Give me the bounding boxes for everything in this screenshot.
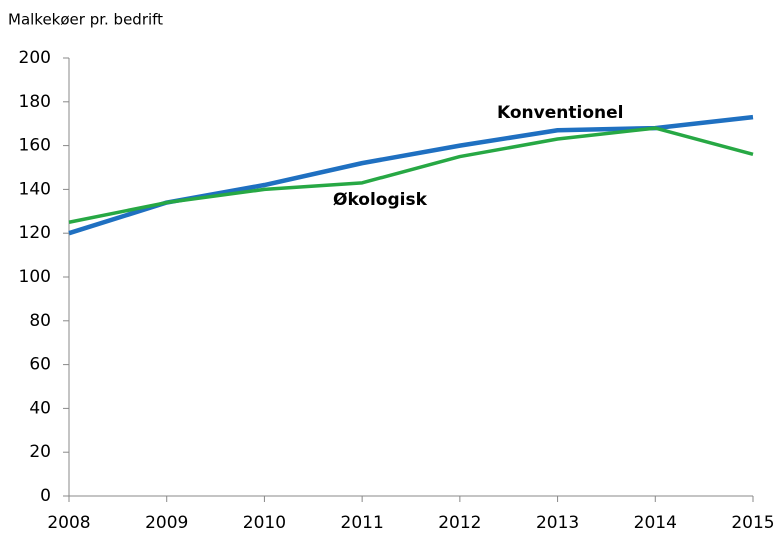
series-line — [68, 126, 754, 224]
x-tick-label: 2014 — [634, 513, 677, 533]
y-tick-label: 120 — [19, 223, 51, 243]
series-label: Økologisk — [333, 190, 428, 210]
chart-title: Malkekøer pr. bedrift — [8, 11, 163, 29]
y-tick-label: 140 — [19, 179, 51, 199]
y-tick-label: 80 — [29, 311, 51, 331]
y-tick-label: 160 — [19, 136, 51, 156]
x-tick-label: 2013 — [536, 513, 579, 533]
x-tick-label: 2012 — [438, 513, 481, 533]
x-tick-label: 2015 — [731, 513, 774, 533]
y-tick-label: 40 — [29, 398, 51, 418]
y-tick-label: 20 — [29, 442, 51, 462]
y-tick-label: 100 — [19, 267, 51, 287]
x-tick-label: 2011 — [341, 513, 384, 533]
x-tick-label: 2009 — [145, 513, 188, 533]
y-tick-label: 180 — [19, 92, 51, 112]
series-line — [68, 114, 754, 236]
y-tick-label: 60 — [29, 355, 51, 375]
x-tick-label: 2008 — [47, 513, 90, 533]
x-tick-label: 2010 — [243, 513, 286, 533]
y-tick-label: 200 — [19, 48, 51, 68]
series-label: Konventionel — [497, 103, 623, 123]
y-tick-label: 0 — [40, 486, 51, 506]
